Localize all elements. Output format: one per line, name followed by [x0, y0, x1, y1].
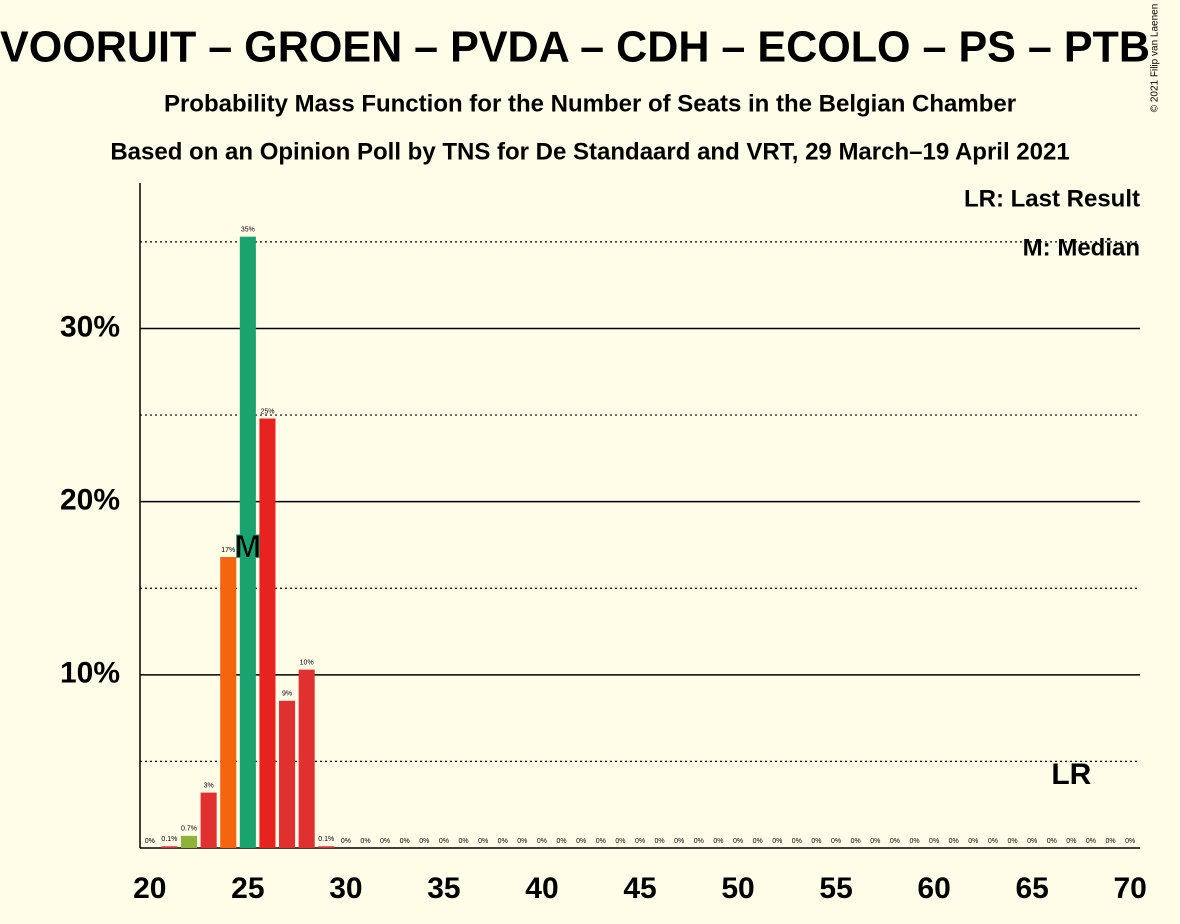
value-label: 0% [576, 838, 586, 845]
legend-entry: LR: Last Result [964, 185, 1140, 212]
legend-entry: M: Median [1023, 234, 1140, 261]
y-tick-label: 30% [60, 310, 120, 343]
value-label: 0% [988, 838, 998, 845]
value-label: 0% [851, 838, 861, 845]
median-marker: M [235, 528, 262, 564]
value-label: 0% [145, 838, 155, 845]
value-label: 0% [498, 838, 508, 845]
value-label: 0% [831, 838, 841, 845]
bar [279, 700, 296, 848]
value-label: 0% [811, 838, 821, 845]
value-label: 0% [419, 838, 429, 845]
x-tick-label: 20 [133, 872, 166, 905]
chart-subtitle: Probability Mass Function for the Number… [164, 90, 1016, 117]
value-label: 0% [557, 838, 567, 845]
value-label: 0% [792, 838, 802, 845]
value-label: 0% [615, 838, 625, 845]
value-label: 0% [1125, 838, 1135, 845]
bar [318, 846, 335, 848]
value-label: 0% [478, 838, 488, 845]
value-label: 0% [1007, 838, 1017, 845]
bar [298, 669, 315, 848]
value-label: 0% [753, 838, 763, 845]
value-label: 10% [300, 659, 314, 666]
x-tick-label: 60 [917, 872, 950, 905]
value-label: 35% [241, 227, 255, 234]
x-tick-label: 30 [329, 872, 362, 905]
value-label: 0% [1047, 838, 1057, 845]
value-label: 0% [890, 838, 900, 845]
x-tick-label: 45 [623, 872, 656, 905]
value-label: 0% [713, 838, 723, 845]
value-label: 0% [870, 838, 880, 845]
value-label: 0% [655, 838, 665, 845]
value-label: 25% [260, 408, 274, 415]
value-label: 0% [674, 838, 684, 845]
value-label: 0.1% [161, 836, 177, 843]
value-label: 0% [909, 838, 919, 845]
value-label: 0% [1106, 838, 1116, 845]
bar [200, 792, 217, 848]
value-label: 0% [929, 838, 939, 845]
chart-subtitle: Based on an Opinion Poll by TNS for De S… [110, 138, 1069, 165]
value-label: 0% [341, 838, 351, 845]
value-label: 0% [360, 838, 370, 845]
value-label: 0% [439, 838, 449, 845]
value-label: 0% [458, 838, 468, 845]
value-label: 0.1% [318, 836, 334, 843]
value-label: 0% [968, 838, 978, 845]
x-tick-label: 35 [427, 872, 460, 905]
value-label: 0% [1086, 838, 1096, 845]
bar [220, 557, 237, 848]
value-label: 17% [221, 547, 235, 554]
value-label: 0% [694, 838, 704, 845]
chart-title: VOORUIT – GROEN – PVDA – CDH – ECOLO – P… [0, 23, 1150, 72]
bar [180, 835, 198, 848]
value-label: 0% [537, 838, 547, 845]
value-label: 0.7% [181, 826, 197, 833]
value-label: 0% [596, 838, 606, 845]
y-tick-label: 20% [60, 484, 120, 517]
value-label: 0% [1027, 838, 1037, 845]
x-tick-label: 50 [721, 872, 754, 905]
bar [259, 418, 276, 848]
x-tick-label: 40 [525, 872, 558, 905]
credit: © 2021 Filip van Laenen [1150, 4, 1161, 113]
value-label: 0% [400, 838, 410, 845]
value-label: 0% [1066, 838, 1076, 845]
value-label: 9% [282, 691, 292, 698]
bar [161, 846, 178, 848]
value-label: 0% [635, 838, 645, 845]
value-label: 0% [949, 838, 959, 845]
x-tick-label: 55 [819, 872, 852, 905]
bar [239, 236, 256, 849]
value-label: 0% [380, 838, 390, 845]
value-label: 3% [204, 782, 214, 789]
y-tick-label: 10% [60, 657, 120, 690]
value-label: 0% [517, 838, 527, 845]
x-tick-label: 25 [231, 872, 264, 905]
x-tick-label: 65 [1015, 872, 1048, 905]
value-label: 0% [772, 838, 782, 845]
last-result-marker: LR [1051, 758, 1091, 791]
value-label: 0% [733, 838, 743, 845]
x-tick-label: 70 [1114, 872, 1147, 905]
